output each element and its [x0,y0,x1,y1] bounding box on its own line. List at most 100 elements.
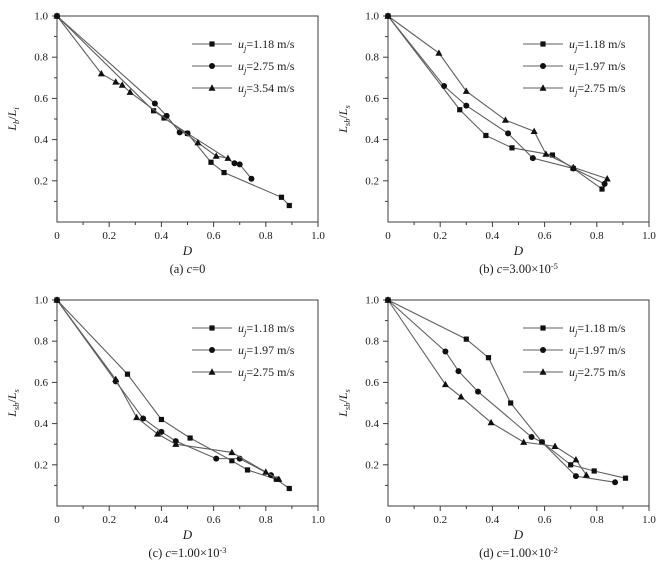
triangle-marker [384,12,392,19]
x-tick-label: 1.0 [311,230,325,242]
x-tick-label: 0.2 [433,514,447,526]
circle-marker [158,428,165,435]
circle-marker [209,347,215,353]
circle-marker [441,83,448,90]
circle-marker [236,455,243,462]
chart-panel-b: 0 0.2 0.4 0.6 0.8 1.0 0.2 0.4 0.6 0.8 1.0 uj=1.18 m… [331,0,662,284]
triangle-marker [530,127,538,135]
legend-label: uj=1.18 m/s [238,37,295,53]
square-marker [540,41,546,47]
y-tick-label: 1.0 [365,295,379,307]
y-tick-label: 0.8 [34,336,48,348]
x-tick-label: 1.0 [642,514,656,526]
circle-marker [540,347,546,353]
circle-marker [612,479,619,486]
triangle-marker [118,81,126,88]
chart-panel-c: 0 0.2 0.4 0.6 0.8 1.0 0.2 0.4 0.6 0.8 1.0 uj=1.18 m… [0,284,331,568]
triangle-marker [487,418,495,426]
triangle-marker [172,440,180,447]
legend: uj=1.18 m/s uj=2.75 m/s uj=3.54 m/s [192,37,295,97]
square-marker [599,186,605,192]
triangle-marker [228,448,236,456]
y-tick-label: 0.8 [365,336,379,348]
square-marker [221,169,227,176]
x-tick-label: 0.2 [433,230,447,242]
chart-panel-a: 0 0.2 0.4 0.6 0.8 1.0 0.2 0.4 0.6 0.8 1.0 uj=1.18 m… [0,0,331,284]
triangle-marker [441,380,449,388]
x-tick-label: 0.6 [207,514,221,526]
legend: uj=1.18 m/s uj=1.97 m/s uj=2.75 m/s [192,321,295,381]
x-axis-label: D [182,243,193,258]
square-marker [622,475,629,481]
square-marker [568,462,574,468]
series-line-triangle [56,299,280,480]
series-line-circle [387,299,616,483]
triangle-marker [457,393,465,400]
triangle-marker [435,49,443,56]
y-tick-label: 0.4 [34,418,48,430]
legend-label: uj=1.97 m/s [238,343,295,359]
circle-marker [213,455,220,462]
square-marker [286,485,292,492]
square-marker [209,325,215,331]
square-marker [124,371,131,377]
x-tick-label: 0 [385,514,391,526]
legend: uj=1.18 m/s uj=1.97 m/s uj=2.75 m/s [523,37,626,97]
chart-a: 0 0.2 0.4 0.6 0.8 1.0 0.2 0.4 0.6 0.8 1.0 uj=1.18 m… [5,11,325,277]
triangle-marker [112,375,120,383]
circle-marker [140,415,147,422]
circle-marker [529,155,536,162]
square-marker [278,194,285,200]
circle-marker [231,160,238,167]
x-tick-label: 0.8 [590,514,604,526]
square-marker [508,400,514,406]
legend-label: uj=2.75 m/s [238,59,295,75]
triangle-marker [582,471,590,478]
circle-marker [236,161,243,168]
triangle-marker [275,475,283,482]
triangle-marker [53,296,61,303]
x-tick-label: 0.6 [538,230,552,242]
triangle-marker [520,438,528,445]
triangle-marker [208,84,216,91]
legend-label: uj=1.18 m/s [569,37,626,53]
x-tick-label: 0.2 [102,230,116,242]
square-marker [208,159,214,165]
legend-label: uj=1.97 m/s [569,343,626,359]
triangle-marker [539,368,547,375]
triangle-marker [97,69,105,77]
y-tick-label: 0.4 [34,134,48,146]
panel-caption: (c) c=1.00×10-3 [148,545,226,560]
square-marker [457,107,463,113]
square-marker [286,202,292,209]
triangle-marker [133,413,141,421]
triangle-marker [569,163,577,171]
circle-marker [209,63,215,69]
series-line-triangle [56,15,229,159]
circle-marker [463,102,470,109]
circle-marker [538,439,545,446]
triangle-marker [551,442,559,449]
x-tick-label: 0.6 [538,514,552,526]
triangle-marker [262,468,270,475]
square-marker [463,336,469,342]
series-line-triangle [387,15,608,180]
x-tick-label: 0.4 [486,230,500,242]
x-axis-label: D [513,527,524,542]
y-tick-label: 0.2 [34,459,48,471]
legend-label: uj=1.18 m/s [569,321,626,337]
y-tick-label: 0.8 [34,52,48,64]
triangle-marker [153,430,161,437]
y-tick-label: 0.4 [365,134,379,146]
triangle-marker [501,116,509,123]
x-tick-label: 0.2 [102,514,116,526]
axis-ticks [52,15,319,227]
triangle-marker [126,88,134,95]
y-tick-label: 0.2 [34,175,48,187]
x-tick-label: 0 [54,230,60,242]
legend-label: uj=2.75 m/s [238,365,295,381]
circle-marker [528,433,535,440]
y-tick-label: 0.6 [34,93,48,105]
square-marker [483,132,489,139]
square-marker [549,152,556,158]
